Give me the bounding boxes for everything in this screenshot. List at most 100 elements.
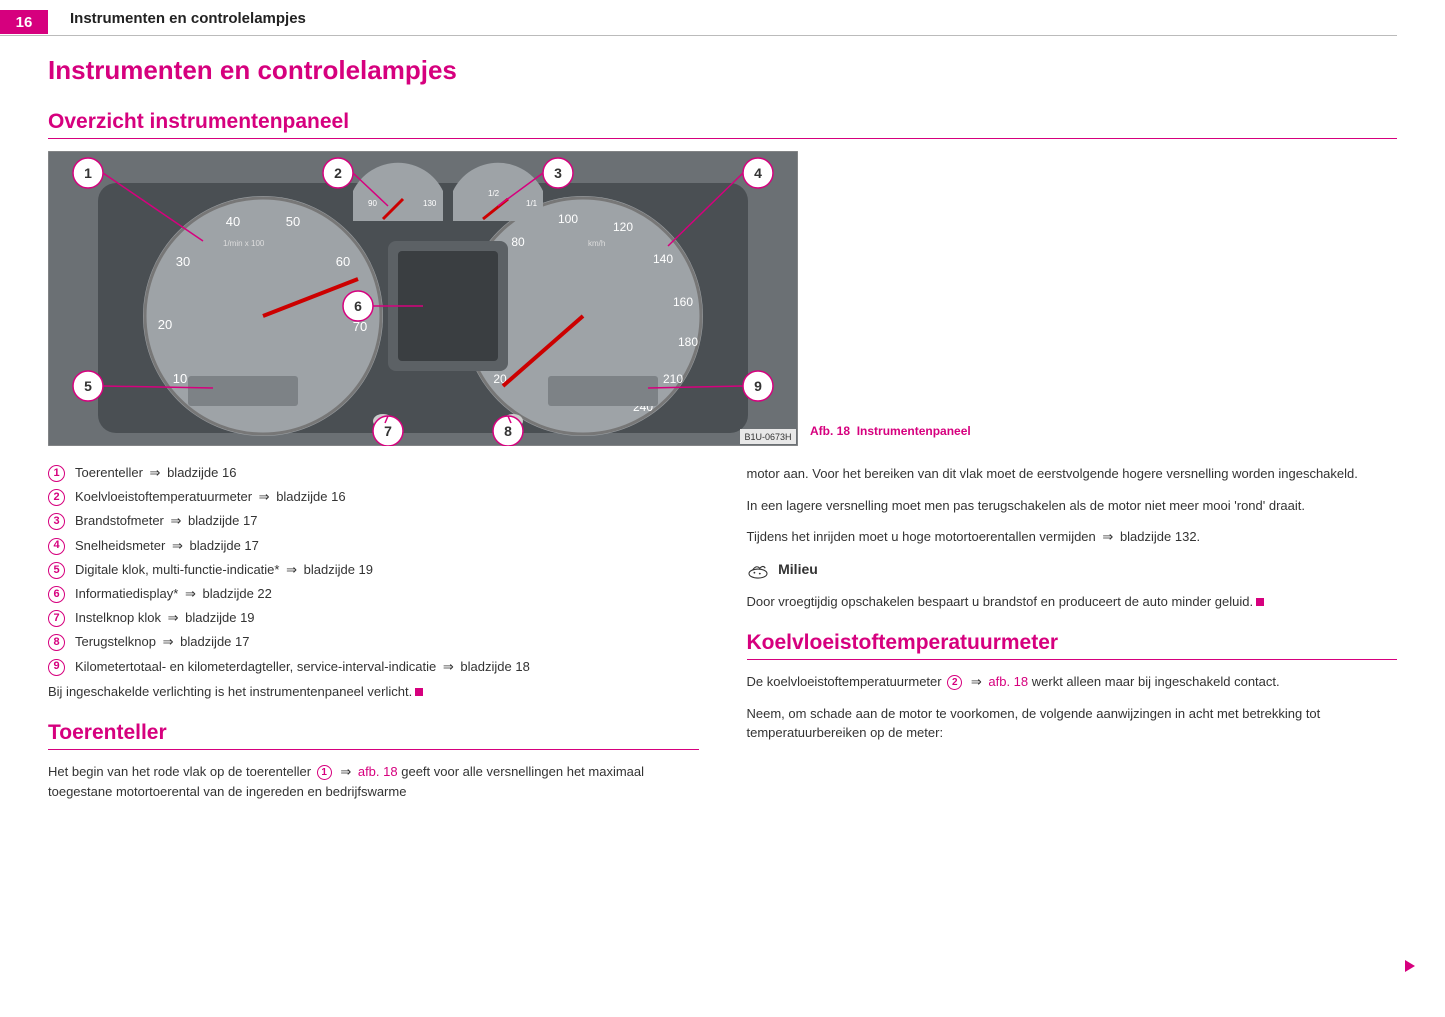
toerenteller-text-a: Het begin van het rode vlak op de toeren… [48, 764, 311, 779]
ref-afb18[interactable]: afb. 18 [358, 764, 398, 779]
instrument-panel-svg: 10 20 30 40 50 60 70 1/min x 100 20 40 6… [48, 151, 798, 446]
milieu-text-span: Door vroegtijdig opschakelen bespaart u … [747, 594, 1254, 609]
section-koelvloeistof-heading: Koelvloeistoftemperatuurmeter [747, 631, 1398, 660]
legend-page-ref: bladzijde 19 [185, 610, 254, 625]
header-rule [0, 35, 1397, 36]
toerenteller-para: Het begin van het rode vlak op de toeren… [48, 762, 699, 801]
right-p3-page: bladzijde 132. [1120, 529, 1200, 544]
arrow-icon: ⇒ [340, 764, 351, 779]
figure-18: 10 20 30 40 50 60 70 1/min x 100 20 40 6… [48, 151, 1397, 446]
svg-text:3: 3 [554, 165, 562, 181]
legend-row: 1 Toerenteller ⇒ bladzijde 16 [48, 464, 699, 482]
legend-page-ref: bladzijde 18 [460, 659, 529, 674]
legend-page-ref: bladzijde 17 [189, 538, 258, 553]
continue-triangle-icon [1405, 960, 1415, 972]
legend-page-ref: bladzijde 17 [188, 513, 257, 528]
ref-afb18-b[interactable]: afb. 18 [988, 674, 1028, 689]
callout-2-inline: 2 [947, 675, 962, 690]
svg-text:1/2: 1/2 [488, 189, 500, 198]
arrow-icon: ⇒ [1102, 529, 1113, 544]
legend-text: Digitale klok, multi-functie-indicatie* … [75, 561, 373, 579]
arrow-icon: ⇒ [168, 610, 179, 625]
right-p1: motor aan. Voor het bereiken van dit vla… [747, 464, 1398, 484]
legend-number: 8 [48, 634, 65, 651]
svg-text:6: 6 [354, 298, 362, 314]
svg-text:80: 80 [511, 235, 525, 249]
main-heading: Instrumenten en controlelampjes [48, 55, 1397, 86]
arrow-icon: ⇒ [185, 586, 196, 601]
footnote-para: Bij ingeschakelde verlichting is het ins… [48, 682, 699, 702]
svg-text:210: 210 [663, 372, 683, 386]
legend-text: Instelknop klok ⇒ bladzijde 19 [75, 609, 255, 627]
legend-text: Toerenteller ⇒ bladzijde 16 [75, 464, 236, 482]
figure-caption: Afb. 18 Instrumentenpaneel [810, 424, 971, 438]
legend-row: 7 Instelknop klok ⇒ bladzijde 19 [48, 609, 699, 627]
legend-text: Informatiedisplay* ⇒ bladzijde 22 [75, 585, 272, 603]
svg-text:140: 140 [653, 252, 673, 266]
section-overview-heading: Overzicht instrumentenpaneel [48, 110, 1397, 139]
legend-row: 3Brandstofmeter ⇒ bladzijde 17 [48, 512, 699, 530]
legend-page-ref: bladzijde 16 [276, 489, 345, 504]
legend-page-ref: bladzijde 22 [202, 586, 271, 601]
svg-text:30: 30 [176, 254, 190, 269]
legend-row: 9 Kilometertotaal- en kilometerdagteller,… [48, 658, 699, 676]
svg-text:90: 90 [368, 199, 377, 208]
legend-page-ref: bladzijde 16 [167, 465, 236, 480]
end-square-icon [1256, 598, 1264, 606]
legend-number: 2 [48, 489, 65, 506]
end-square-icon [415, 688, 423, 696]
chapter-title-header: Instrumenten en controlelampjes [70, 10, 306, 27]
arrow-icon: ⇒ [163, 634, 174, 649]
right-column: motor aan. Voor het bereiken van dit vla… [747, 464, 1398, 813]
svg-text:120: 120 [613, 220, 633, 234]
milieu-text: Door vroegtijdig opschakelen bespaart u … [747, 592, 1398, 612]
koel-p1a: De koelvloeistoftemperatuurmeter [747, 674, 942, 689]
svg-text:60: 60 [336, 254, 350, 269]
svg-text:160: 160 [673, 295, 693, 309]
svg-text:180: 180 [678, 335, 698, 349]
legend-text: Koelvloeistoftemperatuurmeter ⇒ bladzijd… [75, 488, 346, 506]
right-p3: Tijdens het inrijden moet u hoge motorto… [747, 527, 1398, 547]
legend-number: 4 [48, 538, 65, 555]
arrow-icon: ⇒ [150, 465, 161, 480]
right-p3-text: Tijdens het inrijden moet u hoge motorto… [747, 529, 1096, 544]
svg-text:7: 7 [384, 423, 392, 439]
svg-text:4: 4 [754, 165, 762, 181]
legend-row: 4 Snelheidsmeter ⇒ bladzijde 17 [48, 537, 699, 555]
environment-icon [747, 561, 769, 579]
svg-text:50: 50 [286, 214, 300, 229]
arrow-icon: ⇒ [443, 659, 454, 674]
legend-number: 6 [48, 586, 65, 603]
svg-text:km/h: km/h [588, 239, 605, 248]
legend-text: Terugstelknop ⇒ bladzijde 17 [75, 633, 249, 651]
svg-text:40: 40 [226, 214, 240, 229]
callout-1-inline: 1 [317, 765, 332, 780]
svg-text:130: 130 [423, 199, 437, 208]
caption-text: Instrumentenpaneel [857, 424, 971, 438]
section-toerenteller-heading: Toerenteller [48, 721, 699, 750]
svg-text:8: 8 [504, 423, 512, 439]
legend-row: 8 Terugstelknop ⇒ bladzijde 17 [48, 633, 699, 651]
legend-row: 2 Koelvloeistoftemperatuurmeter ⇒ bladzij… [48, 488, 699, 506]
svg-text:9: 9 [754, 378, 762, 394]
koel-p2: Neem, om schade aan de motor te voorkome… [747, 704, 1398, 743]
milieu-label: Milieu [778, 561, 818, 577]
svg-text:5: 5 [84, 378, 92, 394]
legend-number: 1 [48, 465, 65, 482]
legend-number: 7 [48, 610, 65, 627]
legend-page-ref: bladzijde 17 [180, 634, 249, 649]
page-content: Instrumenten en controlelampjes Overzich… [48, 55, 1397, 977]
legend-number: 9 [48, 659, 65, 676]
svg-text:1/1: 1/1 [526, 199, 538, 208]
legend-text: Kilometertotaal- en kilometerdagteller, … [75, 658, 530, 676]
svg-text:1/min x 100: 1/min x 100 [223, 239, 265, 248]
koel-p1: De koelvloeistoftemperatuurmeter 2 ⇒ afb… [747, 672, 1398, 692]
svg-text:10: 10 [173, 371, 187, 386]
left-column: 1 Toerenteller ⇒ bladzijde 16 2 Koelvloeist… [48, 464, 699, 813]
legend-text: Snelheidsmeter ⇒ bladzijde 17 [75, 537, 259, 555]
arrow-icon: ⇒ [259, 489, 270, 504]
svg-text:1: 1 [84, 165, 92, 181]
footnote-text: Bij ingeschakelde verlichting is het ins… [48, 684, 412, 699]
legend-number: 3 [48, 513, 65, 530]
arrow-icon: ⇒ [172, 538, 183, 553]
